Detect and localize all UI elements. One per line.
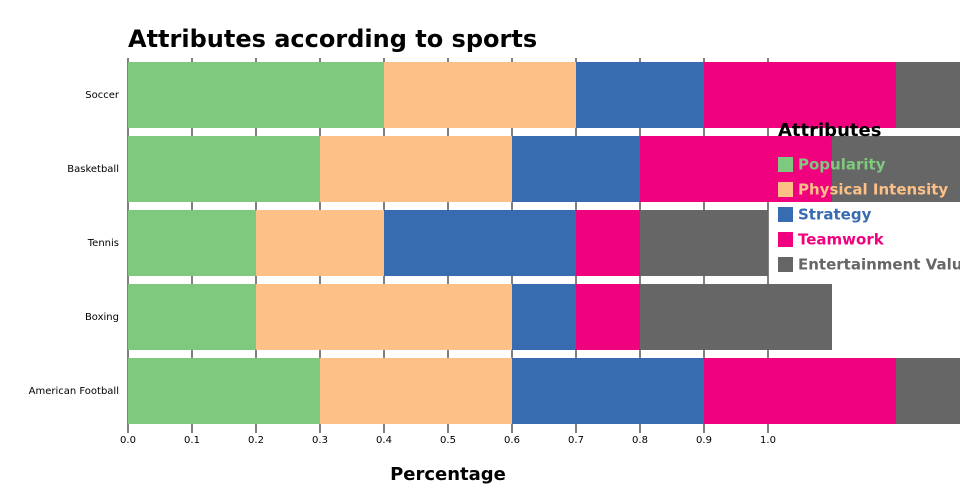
legend-swatch <box>778 257 793 272</box>
legend-swatch <box>778 232 793 247</box>
plot-area: 0.0 0.1 0.2 0.3 0.4 0.5 0.6 0.7 0.8 0.9 1.0 Soccer B… <box>29 58 960 446</box>
legend-title: Attributes <box>778 120 881 141</box>
y-tick-label: Basketball <box>67 164 119 175</box>
bar-segment <box>576 210 640 276</box>
bar-segment <box>640 284 832 350</box>
x-tick-label: 0.0 <box>120 435 136 446</box>
chart-title: Attributes according to sports <box>128 25 537 53</box>
legend-swatch <box>778 182 793 197</box>
legend-label: Strategy <box>798 206 872 224</box>
x-tick-label: 0.7 <box>568 435 584 446</box>
y-tick-label: Tennis <box>87 238 119 249</box>
legend-label: Popularity <box>798 156 886 174</box>
bar-segment <box>704 358 896 424</box>
x-tick-label: 0.6 <box>504 435 520 446</box>
bar-segment <box>640 136 832 202</box>
y-tick-label: American Football <box>29 386 119 397</box>
y-tick-label: Soccer <box>85 90 120 101</box>
y-tick-label: Boxing <box>85 312 119 323</box>
x-tick-label: 0.3 <box>312 435 328 446</box>
bar-segment <box>704 62 896 128</box>
bar-segment <box>320 358 512 424</box>
bar-segment <box>512 136 640 202</box>
bar-segment <box>832 136 960 202</box>
x-tick-label: 0.9 <box>696 435 712 446</box>
x-axis-label: Percentage <box>390 464 506 485</box>
bar-segment <box>896 62 960 128</box>
legend-label: Entertainment Value <box>798 256 960 274</box>
bar-segment <box>128 136 320 202</box>
bar-segment <box>384 62 576 128</box>
bar-segment <box>640 210 768 276</box>
legend-swatch <box>778 157 793 172</box>
bar-segment <box>128 358 320 424</box>
bar-segment <box>384 210 576 276</box>
x-tick-label: 0.2 <box>248 435 264 446</box>
bar-segment <box>256 210 384 276</box>
x-tick-label: 0.8 <box>632 435 648 446</box>
bar-segment <box>512 284 576 350</box>
x-tick-label: 1.0 <box>760 435 776 446</box>
legend-label: Teamwork <box>798 231 885 249</box>
x-tick-label: 0.5 <box>440 435 456 446</box>
bar-segment <box>128 210 256 276</box>
bar-segment <box>320 136 512 202</box>
bar-segment <box>576 284 640 350</box>
bar-segment <box>896 358 960 424</box>
x-tick-label: 0.1 <box>184 435 200 446</box>
legend-swatch <box>778 207 793 222</box>
bar-segment <box>256 284 512 350</box>
bar-segment <box>576 62 704 128</box>
x-tick-label: 0.4 <box>376 435 392 446</box>
legend-label: Physical Intensity <box>798 181 948 199</box>
bar-segment <box>128 284 256 350</box>
bar-segment <box>128 62 384 128</box>
bar-segment <box>512 358 704 424</box>
